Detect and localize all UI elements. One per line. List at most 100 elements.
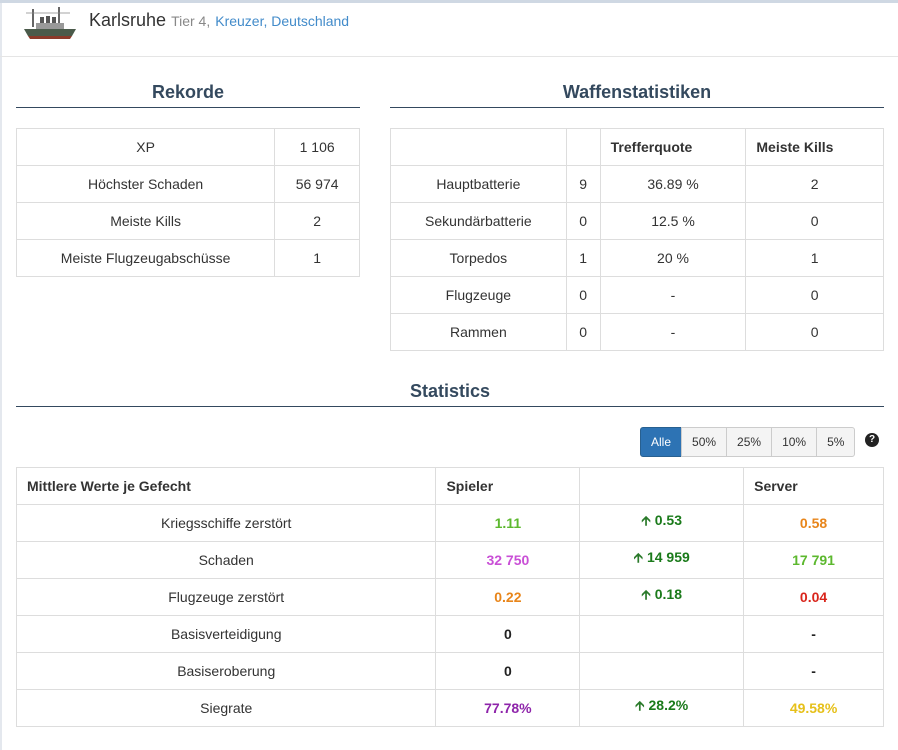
rekorde-table: XP 1 106 Höchster Schaden 56 974 Meiste Ki… — [15, 128, 360, 277]
top-border — [0, 0, 898, 3]
stat-diff-value: 14 959 — [646, 549, 690, 565]
stat-diff-cell: 🡩 0.18 — [579, 578, 745, 616]
stat-diff-value: 0.53 — [654, 512, 682, 528]
waffen-header-name — [390, 128, 567, 166]
rekord-value: 1 106 — [274, 128, 360, 166]
stat-diff-cell: 🡩 28.2% — [579, 689, 745, 727]
rekorde-title: Rekorde — [151, 82, 225, 102]
stat-diff-value: 28.2% — [648, 697, 689, 713]
stat-label: Basiseroberung — [15, 652, 437, 690]
ship-title: Karlsruhe Tier 4, Kreuzer, Deutschland — [89, 10, 349, 31]
filter-5-button[interactable]: 5% — [816, 427, 856, 457]
weapon-quote: 20 % — [599, 239, 747, 277]
rekord-label: Meiste Kills — [15, 202, 276, 240]
stat-player-value: 0.22 — [435, 578, 581, 616]
rekord-label: Höchster Schaden — [15, 165, 276, 203]
waffen-header-kills: Meiste Kills — [745, 128, 884, 166]
stat-label: Basisverteidigung — [15, 615, 437, 653]
filter-50-button[interactable]: 50% — [681, 427, 728, 457]
weapon-kills: 0 — [745, 276, 884, 314]
ship-header: Karlsruhe Tier 4, Kreuzer, Deutschland — [0, 3, 898, 57]
waffen-header-quote: Trefferquote — [599, 128, 747, 166]
table-row: Meiste Kills 2 — [15, 202, 360, 240]
rekord-value: 56 974 — [274, 165, 360, 203]
ship-class-nation-link[interactable]: Kreuzer, Deutschland — [215, 13, 350, 29]
rekord-label: Meiste Flugzeugabschüsse — [15, 239, 276, 277]
stat-server-value: - — [743, 615, 884, 653]
waffen-rule — [390, 107, 884, 108]
weapon-kills: 0 — [745, 313, 884, 351]
stat-player-value: 77.78% — [435, 689, 581, 727]
arrow-up-icon: 🡩 — [633, 550, 643, 565]
arrow-up-icon: 🡩 — [635, 698, 645, 713]
stat-label: Schaden — [15, 541, 437, 579]
stat-header-diff — [579, 467, 745, 505]
weapon-name: Flugzeuge — [390, 276, 567, 314]
table-row: Sekundärbatterie 0 12.5 % 0 — [390, 202, 884, 240]
stat-diff-cell — [579, 652, 745, 690]
table-row: Basiseroberung 0 - — [15, 652, 884, 690]
stat-diff-value: 0.18 — [654, 586, 682, 602]
stat-label: Siegrate — [15, 689, 437, 727]
rekord-value: 2 — [274, 202, 360, 240]
weapon-count: 9 — [565, 165, 601, 203]
filter-10-button[interactable]: 10% — [771, 427, 818, 457]
table-row: XP 1 106 — [15, 128, 360, 166]
stat-header-label: Mittlere Werte je Gefecht — [15, 467, 437, 505]
weapon-name: Hauptbatterie — [390, 165, 567, 203]
stat-server-value: 0.04 — [743, 578, 884, 616]
weapon-count: 1 — [565, 239, 601, 277]
table-row: Hauptbatterie 9 36.89 % 2 — [390, 165, 884, 203]
table-row: Rammen 0-0 — [390, 313, 884, 351]
weapon-kills: 0 — [745, 202, 884, 240]
stat-player-value: 1.11 — [435, 504, 581, 542]
stat-label: Kriegsschiffe zerstört — [15, 504, 437, 542]
filter-25-button[interactable]: 25% — [726, 427, 773, 457]
rekord-value: 1 — [274, 239, 360, 277]
statistics-table: Mittlere Werte je Gefecht Spieler Server… — [15, 467, 884, 727]
weapon-name: Rammen — [390, 313, 567, 351]
table-row: Flugzeuge 0-0 — [390, 276, 884, 314]
stat-header-player: Spieler — [435, 467, 581, 505]
statistics-title: Statistics — [409, 381, 491, 401]
weapon-name: Sekundärbatterie — [390, 202, 567, 240]
statistics-rule — [16, 406, 884, 407]
arrow-up-icon: 🡩 — [641, 513, 651, 528]
percentile-filter-group: Alle 50% 25% 10% 5% — [640, 427, 856, 457]
table-row: Basisverteidigung 0 - — [15, 615, 884, 653]
weapon-quote: 12.5 % — [599, 202, 747, 240]
question-circle-icon[interactable]: ? — [865, 433, 879, 447]
waffen-table: Trefferquote Meiste Kills Hauptbatterie 9… — [390, 128, 884, 351]
stat-label: Flugzeuge zerstört — [15, 578, 437, 616]
rekorde-body: XP 1 106 Höchster Schaden 56 974 Meiste Ki… — [15, 128, 360, 277]
table-header-row: Mittlere Werte je Gefecht Spieler Server — [15, 467, 884, 505]
weapon-count: 0 — [565, 202, 601, 240]
weapon-quote: - — [599, 313, 747, 351]
weapon-kills: 2 — [745, 165, 884, 203]
waffen-title: Waffenstatistiken — [562, 82, 712, 102]
stat-header-server: Server — [743, 467, 884, 505]
weapon-kills: 1 — [745, 239, 884, 277]
stat-diff-cell — [579, 615, 745, 653]
stat-player-value: 0 — [435, 652, 581, 690]
stat-server-value: 49.58% — [743, 689, 884, 727]
weapon-quote: - — [599, 276, 747, 314]
table-row: Schaden 32 750 🡩 14 959 17 791 — [15, 541, 884, 579]
arrow-up-icon: 🡩 — [641, 587, 651, 602]
table-row: Höchster Schaden 56 974 — [15, 165, 360, 203]
table-row: Torpedos 1 20 % 1 — [390, 239, 884, 277]
stat-server-value: - — [743, 652, 884, 690]
stat-player-value: 0 — [435, 615, 581, 653]
rekord-label: XP — [15, 128, 276, 166]
stat-diff-cell: 🡩 0.53 — [579, 504, 745, 542]
weapon-count: 0 — [565, 313, 601, 351]
weapon-quote: 36.89 % — [599, 165, 747, 203]
ship-tier: Tier 4, — [171, 13, 211, 29]
stat-player-value: 32 750 — [435, 541, 581, 579]
table-row: Meiste Flugzeugabschüsse 1 — [15, 239, 360, 277]
filter-all-button[interactable]: Alle — [640, 427, 683, 457]
table-row: Siegrate 77.78% 🡩 28.2% 49.58% — [15, 689, 884, 727]
table-row: Kriegsschiffe zerstört 1.11 🡩 0.53 0.58 — [15, 504, 884, 542]
weapon-count: 0 — [565, 276, 601, 314]
waffen-header-count — [565, 128, 601, 166]
